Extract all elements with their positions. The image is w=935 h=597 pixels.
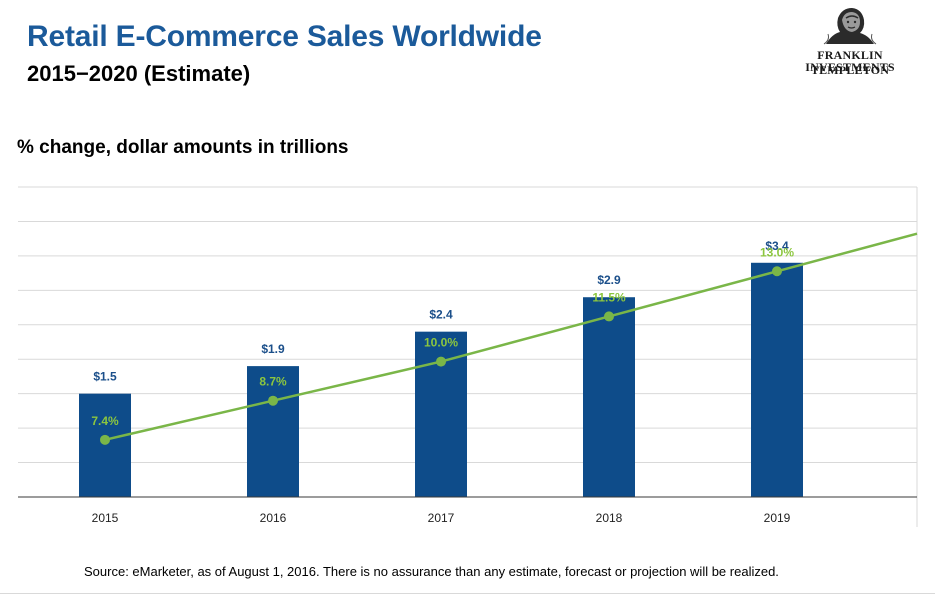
line-label: 8.7% (259, 375, 287, 389)
bottom-divider (0, 593, 935, 594)
line-point (268, 395, 278, 406)
page-title: Retail E-Commerce Sales Worldwide (27, 20, 542, 53)
logo-text-line2: INVESTMENTS (805, 60, 895, 74)
line-label: 13.0% (760, 245, 794, 259)
bar-label: $1.5 (93, 370, 117, 384)
bar-label: $3.4 (765, 239, 789, 253)
line-point (100, 434, 110, 445)
line-point (436, 356, 446, 367)
bar-label: $2.4 (429, 308, 453, 322)
line-label: 11.5% (592, 290, 626, 304)
line-label: 7.4% (91, 414, 119, 428)
x-tick-label: 2015 (92, 511, 119, 525)
x-tick-label: 2016 (260, 511, 287, 525)
x-tick-label: 2019 (764, 511, 791, 525)
page-subtitle: 2015−2020 (Estimate) (27, 61, 251, 86)
bar (751, 262, 803, 497)
line-point (604, 311, 614, 322)
x-tick-label: 2017 (428, 511, 455, 525)
line-label: 10.0% (424, 336, 458, 350)
portrait-icon (823, 8, 877, 45)
bar-label: $2.9 (597, 273, 621, 287)
bar (247, 366, 299, 497)
franklin-templeton-logo: FRANKLIN TEMPLETON INVESTMENTS (780, 4, 920, 77)
bar (79, 393, 131, 497)
bar-label: $1.9 (261, 342, 285, 356)
bar (583, 297, 635, 497)
line-point (772, 266, 782, 277)
series-line (104, 232, 918, 442)
source-note: Source: eMarketer, as of August 1, 2016.… (84, 564, 779, 579)
x-tick-label: 2018 (596, 511, 623, 525)
units-label: % change, dollar amounts in trillions (17, 137, 349, 158)
logo-text-line1: FRANKLIN TEMPLETON (810, 48, 890, 77)
